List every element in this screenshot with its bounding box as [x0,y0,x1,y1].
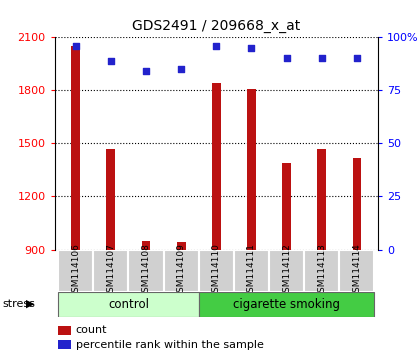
Bar [106,149,115,250]
Point [143,68,150,74]
Bar [247,88,256,250]
Bar [269,250,304,292]
Text: control: control [108,298,149,311]
Point [213,43,220,48]
Point [318,56,325,61]
Bar [129,250,163,292]
Point [248,45,255,51]
Bar [339,250,375,292]
Point [354,56,360,61]
Bar [142,241,150,250]
Text: ▶: ▶ [26,299,34,309]
Bar [58,340,71,349]
Title: GDS2491 / 209668_x_at: GDS2491 / 209668_x_at [132,19,300,33]
Bar [282,163,291,250]
Text: count: count [76,325,107,335]
Text: cigarette smoking: cigarette smoking [233,298,340,311]
Text: GSM114107: GSM114107 [106,243,116,298]
Point [108,58,114,63]
Text: GSM114113: GSM114113 [317,243,326,298]
Text: GSM114109: GSM114109 [177,243,186,298]
Bar [212,83,220,250]
Point [283,56,290,61]
Text: GSM114111: GSM114111 [247,243,256,298]
Bar [352,159,361,250]
Point [72,43,79,48]
Bar [71,46,80,250]
Text: GSM114114: GSM114114 [352,244,361,298]
Bar [58,326,71,335]
Text: GSM114110: GSM114110 [212,243,221,298]
Bar [234,250,269,292]
Text: GSM114108: GSM114108 [142,243,150,298]
Text: percentile rank within the sample: percentile rank within the sample [76,339,263,349]
Bar [58,292,199,317]
Bar [177,241,186,250]
Text: GSM114112: GSM114112 [282,244,291,298]
Text: GSM114106: GSM114106 [71,243,80,298]
Point [178,66,184,72]
Bar [199,292,375,317]
Bar [93,250,129,292]
Bar [58,250,93,292]
Bar [304,250,339,292]
Text: stress: stress [2,299,35,309]
Bar [163,250,199,292]
Bar [199,250,234,292]
Bar [318,149,326,250]
